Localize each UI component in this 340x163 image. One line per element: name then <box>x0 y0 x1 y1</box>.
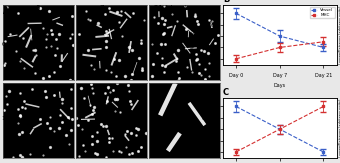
Y-axis label: Vessel count: Vessel count <box>191 20 195 50</box>
Y-axis label: Vessel count: Vessel count <box>191 113 195 143</box>
Y-axis label: Lumen/Extravaz (arbitrary units): Lumen/Extravaz (arbitrary units) <box>339 6 340 64</box>
Text: 0: 0 <box>35 5 40 11</box>
Text: 7: 7 <box>100 5 104 11</box>
Text: B: B <box>223 0 229 4</box>
Y-axis label: Lumen/Extravaz (arbitrary units): Lumen/Extravaz (arbitrary units) <box>339 99 340 157</box>
Text: 10 Gy: 10 Gy <box>2 117 20 121</box>
X-axis label: Days: Days <box>274 83 286 88</box>
Text: A: A <box>3 7 10 15</box>
Text: C: C <box>223 88 229 97</box>
Text: 0 Gy: 0 Gy <box>2 42 16 46</box>
Text: 21 (days): 21 (days) <box>153 5 187 11</box>
Legend: Vessel, MHC: Vessel, MHC <box>309 7 335 18</box>
